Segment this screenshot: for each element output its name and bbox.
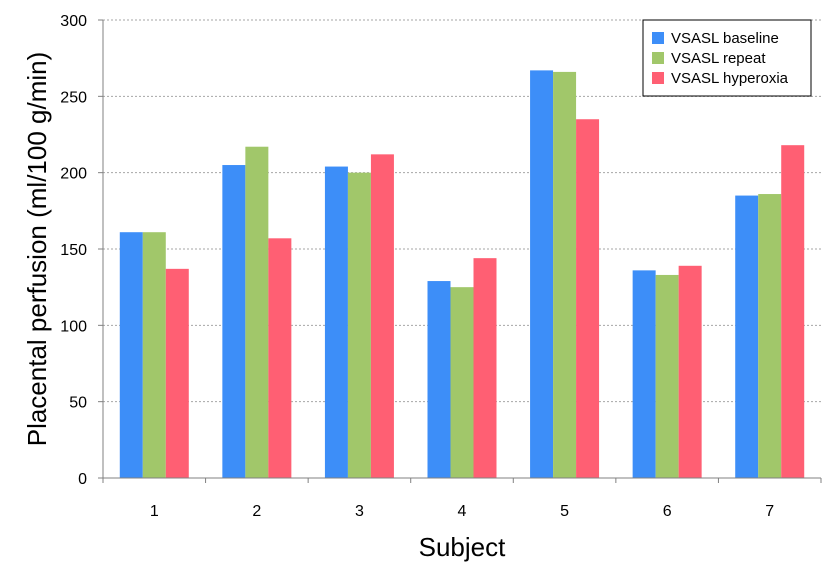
y-tick-label: 50 [69, 395, 87, 412]
y-tick-label: 300 [60, 13, 87, 30]
x-tick-label: 2 [252, 503, 261, 520]
legend-box [642, 19, 812, 97]
x-tick-label: 5 [560, 503, 569, 520]
x-tick-label: 7 [765, 503, 774, 520]
y-tick-label: 100 [60, 318, 87, 335]
bar-vsasl-baseline-3 [324, 166, 348, 478]
x-tick-label: 3 [355, 503, 364, 520]
y-tick-label: 150 [60, 242, 87, 259]
y-tick-labels: 0 50 100 150 200 250 300 [60, 13, 87, 488]
y-axis-title: Placental perfusion (ml/100 g/min) [22, 52, 52, 447]
bar-vsasl-hyperoxia-7 [781, 145, 805, 479]
x-axis-title: Subject [419, 532, 506, 562]
bar-vsasl-hyperoxia-2 [268, 238, 292, 478]
y-tick-label: 0 [78, 471, 87, 488]
bar-vsasl-repeat-2 [245, 146, 269, 479]
x-tick-label: 1 [150, 503, 159, 520]
x-tick-label: 6 [663, 503, 672, 520]
legend-swatch [652, 32, 664, 44]
bar-vsasl-repeat-5 [553, 71, 577, 478]
bar-vsasl-hyperoxia-1 [165, 268, 189, 478]
bar-vsasl-baseline-6 [632, 270, 656, 478]
bar-vsasl-baseline-5 [530, 70, 554, 478]
bar-vsasl-baseline-7 [735, 195, 759, 479]
bar-vsasl-hyperoxia-6 [678, 265, 702, 478]
bar-vsasl-hyperoxia-3 [370, 154, 394, 478]
x-tick-label: 4 [458, 503, 467, 520]
bar-vsasl-hyperoxia-5 [576, 119, 600, 478]
legend-label: VSASL baseline [671, 30, 779, 47]
bar-vsasl-hyperoxia-4 [473, 258, 497, 478]
legend-swatch [652, 72, 664, 84]
x-tick-labels: 1 2 3 4 5 6 7 [150, 503, 774, 520]
bar-vsasl-repeat-6 [655, 274, 679, 478]
bar-vsasl-repeat-1 [142, 232, 166, 478]
bar-vsasl-baseline-4 [427, 281, 451, 478]
bar-vsasl-baseline-1 [119, 232, 143, 478]
y-tick-label: 250 [60, 89, 87, 106]
axes [98, 19, 822, 483]
legend-swatch [652, 52, 664, 64]
legend-label: VSASL repeat [671, 50, 766, 67]
legend: VSASL baseline VSASL repeat VSASL hyperoxi… [642, 19, 812, 97]
bar-vsasl-baseline-2 [222, 165, 246, 479]
bar-vsasl-repeat-3 [347, 172, 371, 478]
bar-vsasl-repeat-4 [450, 287, 474, 478]
legend-label: VSASL hyperoxia [671, 70, 789, 87]
y-tick-label: 200 [60, 166, 87, 183]
bars [119, 70, 805, 479]
bar-vsasl-repeat-7 [758, 194, 782, 479]
